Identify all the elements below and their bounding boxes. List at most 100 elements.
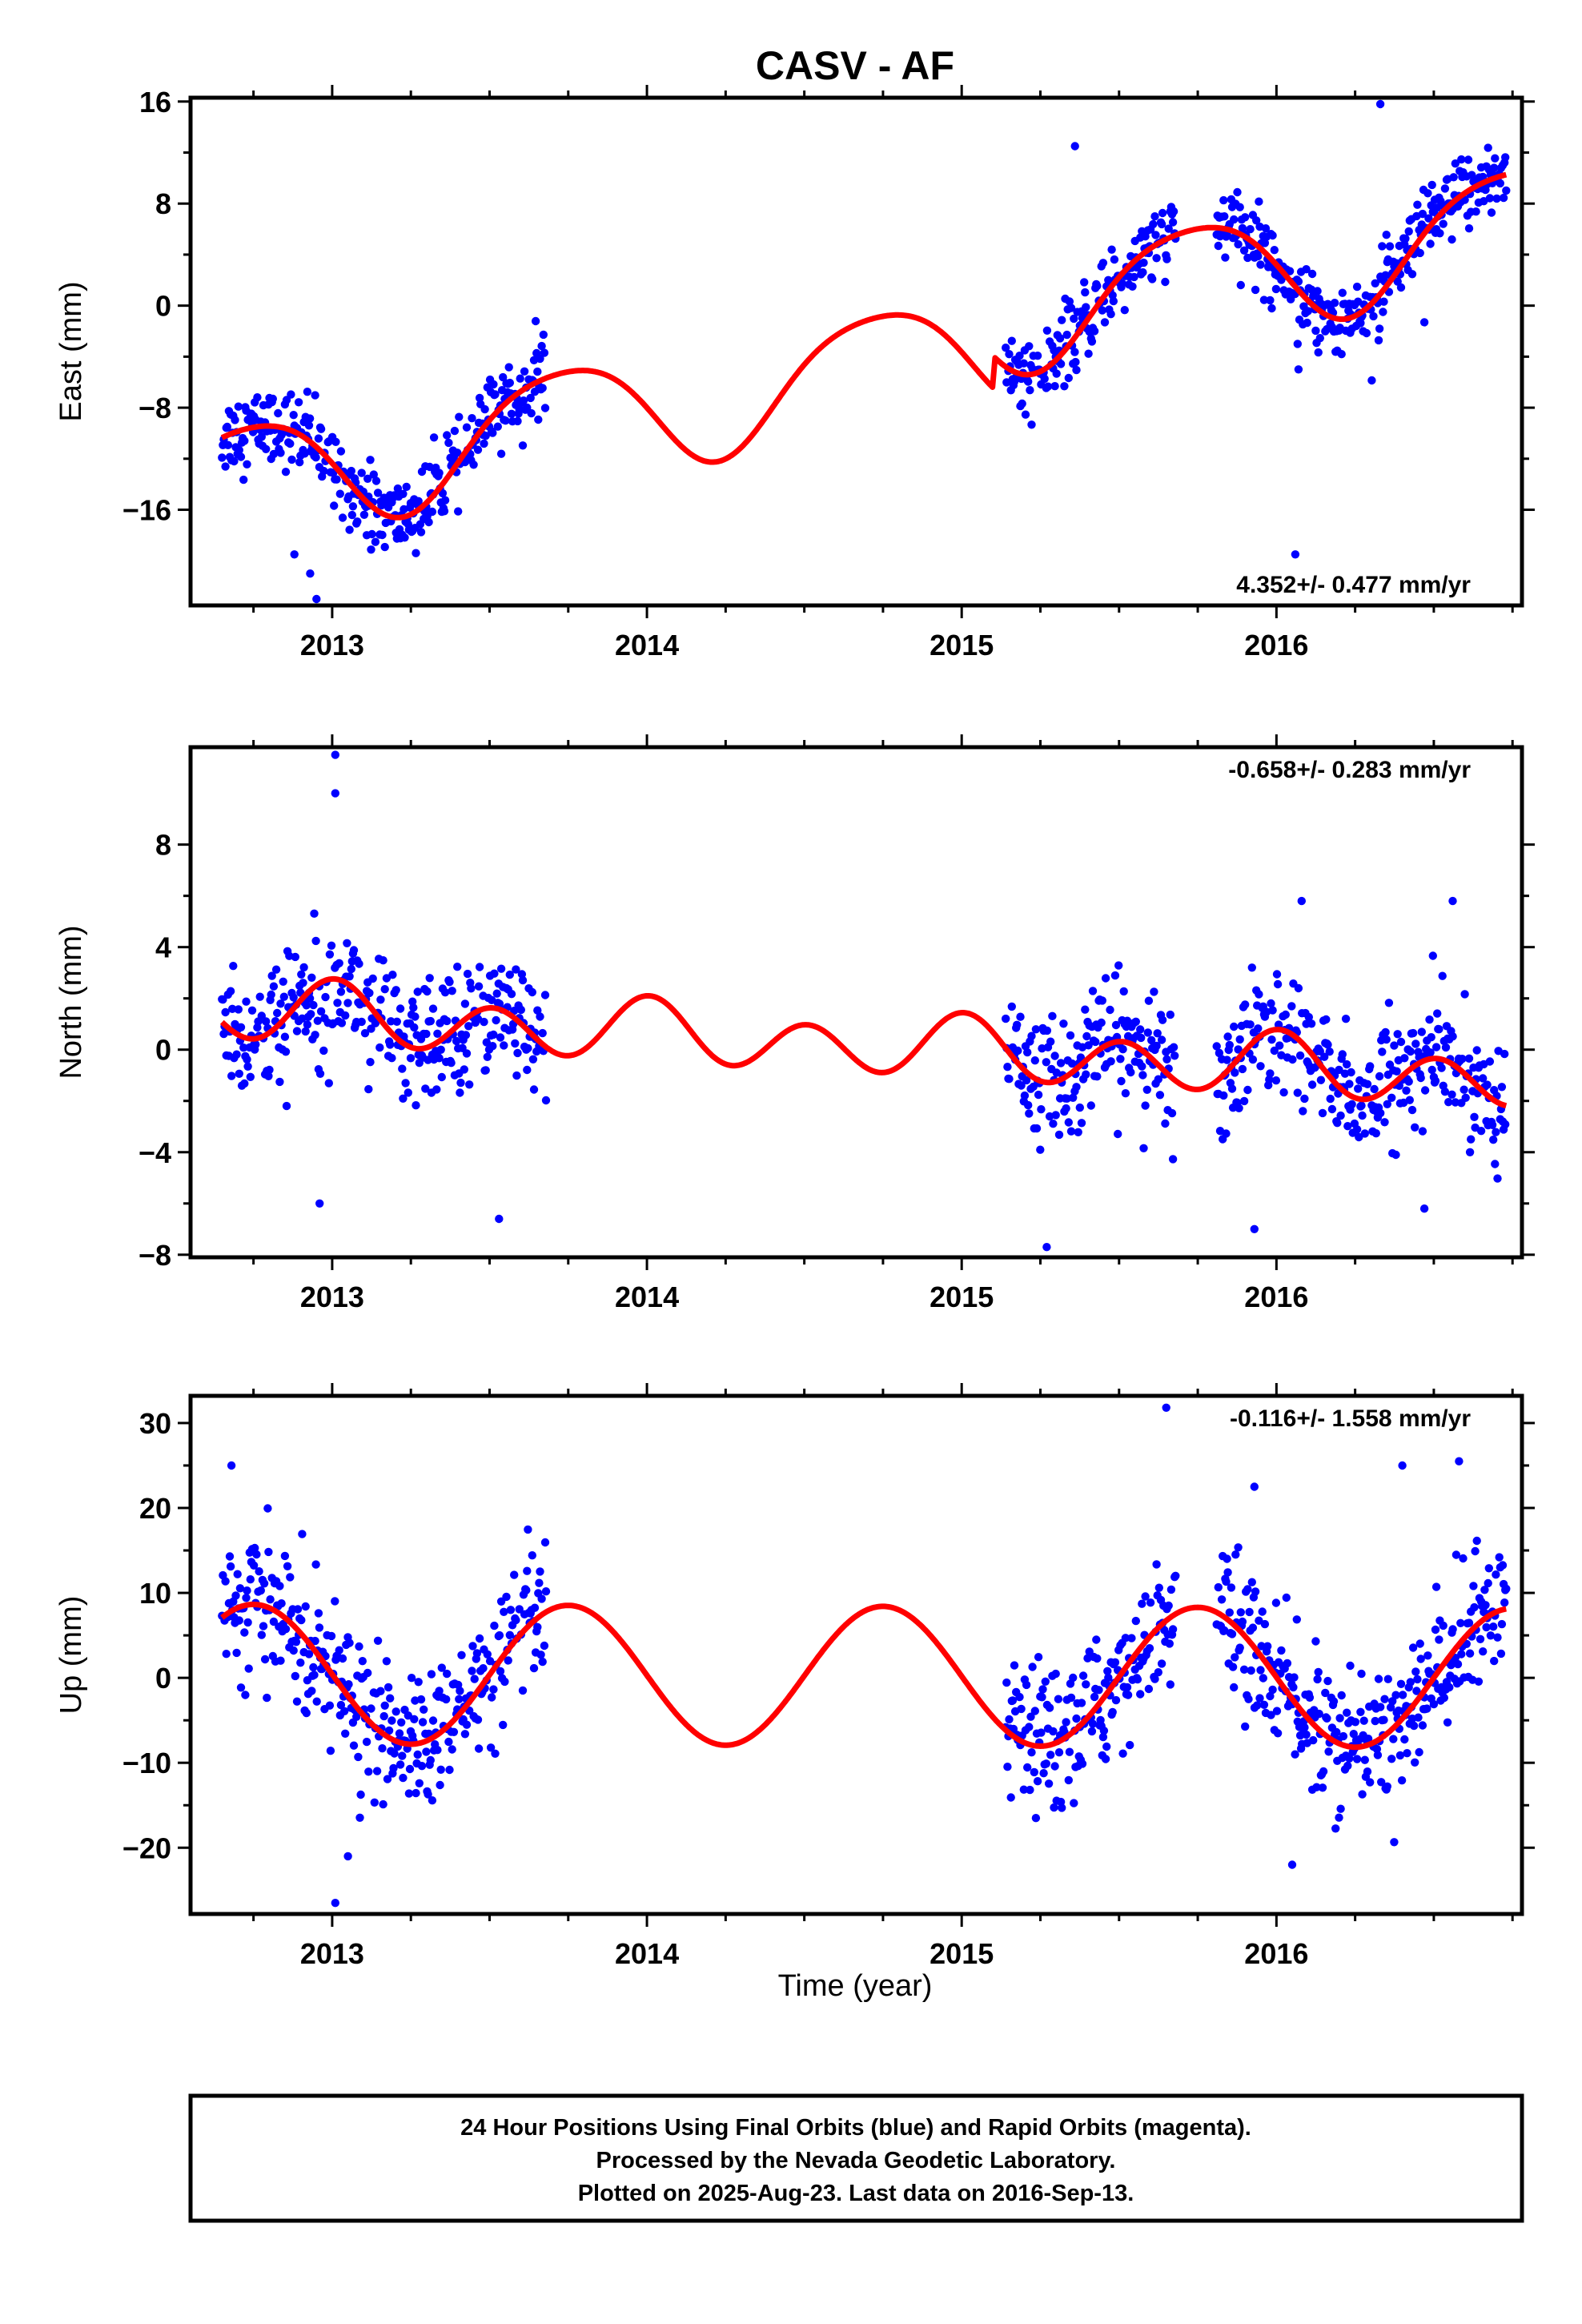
- data-point: [462, 1720, 472, 1729]
- data-point: [452, 1036, 461, 1046]
- data-point: [279, 977, 287, 987]
- data-point: [1397, 1776, 1407, 1785]
- data-point: [1418, 209, 1427, 219]
- data-point: [343, 1852, 352, 1861]
- data-point: [1219, 195, 1228, 205]
- data-point: [1052, 369, 1061, 378]
- data-point: [1404, 227, 1413, 236]
- data-point: [1413, 200, 1422, 209]
- data-point: [1020, 1091, 1030, 1100]
- data-point: [483, 1052, 492, 1062]
- data-point: [1295, 1051, 1305, 1060]
- data-point: [1054, 1130, 1064, 1140]
- data-point: [305, 414, 315, 423]
- data-point: [1046, 1751, 1055, 1759]
- data-point: [1164, 1601, 1173, 1610]
- data-point: [524, 1043, 532, 1053]
- data-point: [1007, 1002, 1017, 1011]
- data-point: [1064, 373, 1074, 383]
- data-point: [496, 449, 506, 458]
- data-point: [1077, 1699, 1086, 1707]
- data-point: [366, 1058, 375, 1067]
- data-point: [1435, 229, 1444, 238]
- data-point: [1418, 1127, 1427, 1136]
- data-point: [1480, 1586, 1489, 1594]
- data-point: [227, 1072, 236, 1080]
- data-point: [513, 416, 522, 426]
- data-point: [1050, 1803, 1058, 1812]
- data-point: [1359, 1716, 1368, 1725]
- data-point: [1374, 336, 1383, 345]
- data-point: [1236, 280, 1246, 290]
- data-point: [1223, 1032, 1232, 1041]
- data-point: [265, 1065, 274, 1075]
- data-point: [486, 1743, 496, 1752]
- data-point: [468, 1642, 477, 1651]
- data-point: [527, 408, 536, 418]
- data-point: [332, 475, 341, 484]
- data-point: [536, 1567, 544, 1576]
- data-point: [500, 1607, 508, 1617]
- data-point: [1157, 1035, 1166, 1044]
- data-point: [1363, 1767, 1372, 1776]
- data-point: [316, 424, 326, 433]
- data-point: [417, 1762, 427, 1771]
- data-point: [426, 1016, 435, 1026]
- data-point: [536, 354, 544, 364]
- data-point: [1273, 1729, 1283, 1738]
- data-point: [1108, 1707, 1117, 1717]
- data-point: [259, 1622, 268, 1630]
- data-point: [1041, 1677, 1050, 1686]
- y-tick-label: 0: [155, 1034, 171, 1067]
- data-point: [1118, 279, 1126, 287]
- data-point: [1464, 1618, 1474, 1627]
- data-point: [362, 1737, 371, 1747]
- data-point: [428, 1004, 438, 1013]
- data-point: [335, 1646, 343, 1655]
- data-point: [1441, 1043, 1451, 1052]
- data-point: [1490, 163, 1499, 172]
- data-point: [1362, 328, 1371, 338]
- data-point: [1470, 1112, 1479, 1122]
- data-point: [414, 497, 423, 505]
- data-point: [1363, 1080, 1372, 1089]
- data-point: [512, 965, 520, 974]
- data-point: [267, 990, 275, 999]
- model-curve-north: [219, 975, 1508, 1109]
- data-point: [1352, 1755, 1362, 1763]
- data-point: [324, 1079, 333, 1088]
- data-point: [231, 1591, 240, 1600]
- data-point: [1326, 1094, 1335, 1104]
- data-point: [1481, 1601, 1490, 1610]
- data-point: [387, 1017, 396, 1026]
- data-point: [1374, 1675, 1383, 1683]
- data-point: [1355, 1132, 1363, 1142]
- data-point: [345, 972, 354, 981]
- data-point: [286, 1573, 295, 1582]
- data-point: [1141, 1592, 1150, 1601]
- data-point: [495, 1214, 504, 1224]
- data-point: [269, 982, 279, 991]
- data-point: [1092, 1635, 1101, 1644]
- data-point: [427, 1670, 436, 1679]
- data-point: [1492, 1570, 1500, 1579]
- data-point: [391, 986, 400, 995]
- data-point: [443, 431, 452, 440]
- data-point: [511, 1039, 520, 1048]
- data-point: [1214, 241, 1223, 251]
- data-point: [1005, 350, 1014, 359]
- data-point: [1019, 1785, 1029, 1794]
- data-point: [1075, 1103, 1085, 1112]
- data-point: [1268, 231, 1277, 240]
- data-point: [1166, 1010, 1175, 1019]
- data-point: [1045, 1703, 1054, 1712]
- data-point: [326, 1747, 335, 1755]
- data-point: [1148, 275, 1157, 283]
- data-point: [1082, 1070, 1090, 1079]
- data-point: [303, 388, 312, 396]
- data-point: [500, 1677, 509, 1687]
- data-point: [1231, 1068, 1239, 1077]
- data-point: [1423, 1651, 1432, 1660]
- data-point: [433, 1029, 442, 1039]
- data-point: [395, 1729, 404, 1738]
